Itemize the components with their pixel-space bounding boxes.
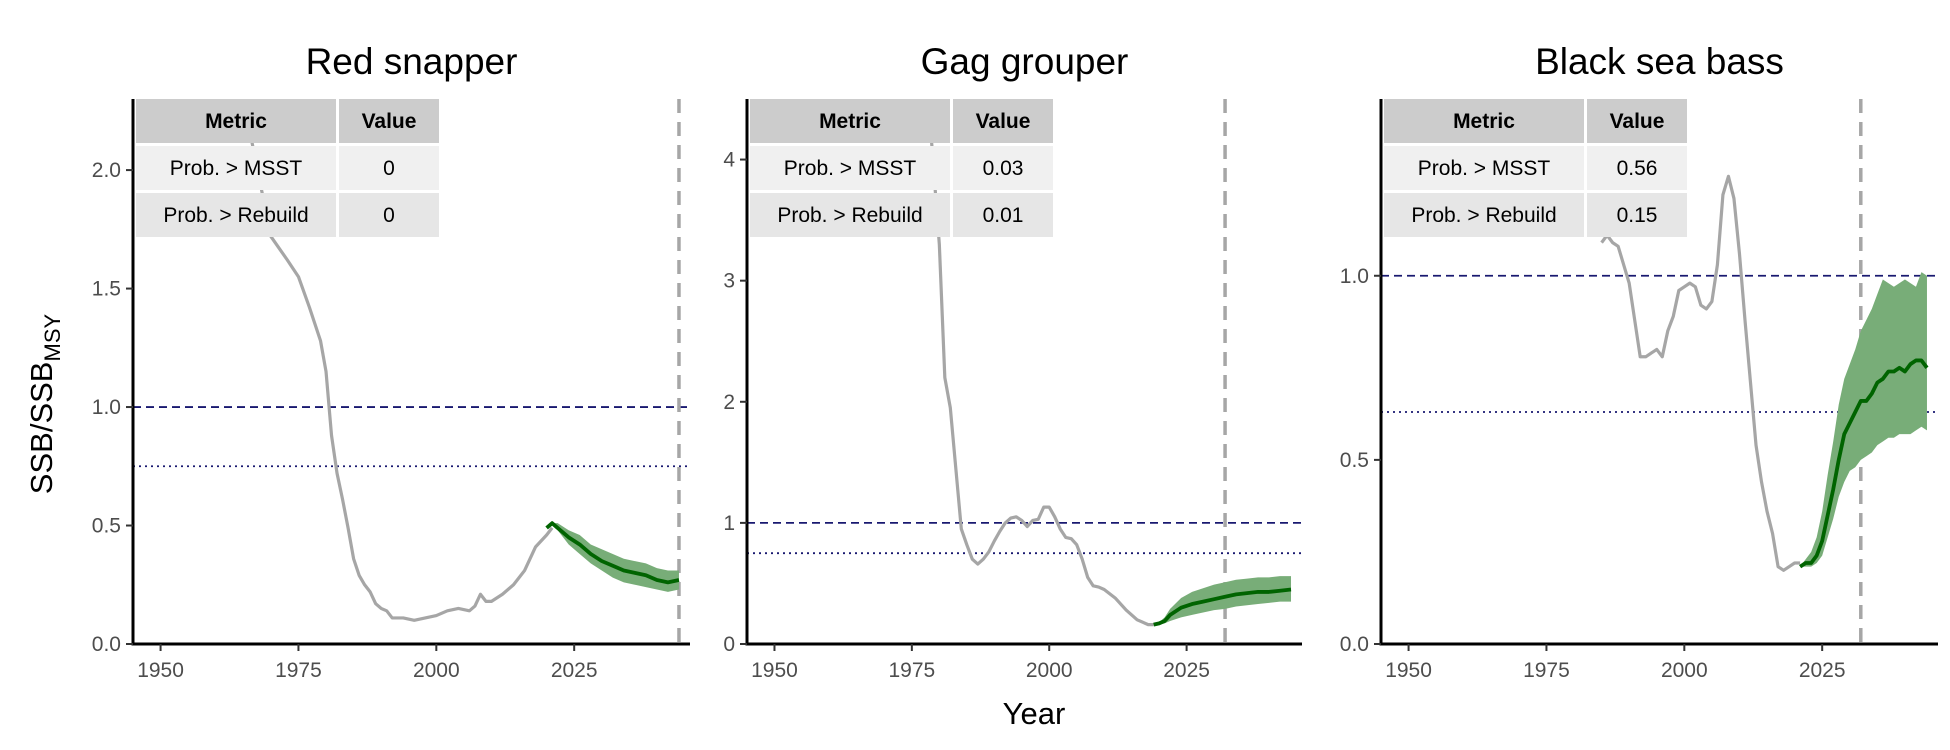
table-header-cell bbox=[339, 99, 439, 143]
plot-area bbox=[747, 99, 1302, 644]
x-tick-label: 1950 bbox=[137, 659, 184, 682]
historical-series-line bbox=[1600, 174, 1801, 572]
x-tick-label: 1950 bbox=[1385, 659, 1432, 682]
y-axis-title-subscript: MSY bbox=[40, 314, 65, 362]
table-header-value: Value bbox=[362, 110, 417, 133]
probability-table: Metric Value Prob. > MSST 0.03 Prob. > Rebui… bbox=[750, 99, 1053, 237]
table-header-cell bbox=[1384, 99, 1584, 143]
table-header-value: Value bbox=[1610, 110, 1665, 133]
plot-area bbox=[133, 99, 690, 644]
table-header-cell bbox=[136, 99, 336, 143]
y-tick-label: 1.0 bbox=[92, 396, 121, 419]
probability-table: Metric Value Prob. > MSST 0 Prob. > Rebuild 0 bbox=[136, 99, 439, 237]
table-value: 0.01 bbox=[983, 204, 1024, 227]
table-header-cell bbox=[1587, 99, 1687, 143]
y-tick-label: 4 bbox=[723, 149, 735, 172]
table-cell bbox=[1384, 193, 1584, 237]
panel-1: Red snapper 0.0 0.5 1.0 1.5 2.0 1950 1975 2000 20… bbox=[92, 41, 690, 682]
panel-3: Black sea bass 0.0 0.5 1.0 1950 1975 2000 2025 M… bbox=[1340, 41, 1938, 682]
x-tick-label: 2000 bbox=[1026, 659, 1073, 682]
x-tick-label: 2025 bbox=[1163, 659, 1210, 682]
projection-median-line bbox=[1153, 587, 1292, 627]
projection-median-line bbox=[1799, 358, 1929, 569]
projection-interval-band bbox=[1153, 576, 1292, 625]
x-tick-label: 1975 bbox=[275, 659, 322, 682]
y-axis-title: SSB/SSBMSY bbox=[24, 314, 65, 495]
table-metric-label: Prob. > MSST bbox=[784, 157, 917, 180]
table-metric-label: Prob. > Rebuild bbox=[163, 204, 308, 227]
table-cell bbox=[1587, 193, 1687, 237]
table-metric-label: Prob. > Rebuild bbox=[1411, 204, 1556, 227]
table-cell bbox=[136, 193, 336, 237]
table-cell bbox=[1587, 146, 1687, 190]
x-tick-label: 1975 bbox=[888, 659, 935, 682]
table-value: 0 bbox=[383, 204, 395, 227]
table-value: 0.56 bbox=[1617, 157, 1658, 180]
table-header-cell bbox=[953, 99, 1053, 143]
x-tick-label: 2000 bbox=[413, 659, 460, 682]
table-cell bbox=[750, 193, 950, 237]
panel-2: Gag grouper 0 1 2 3 4 1950 1975 2000 2025 Metric Va… bbox=[723, 41, 1302, 682]
table-cell bbox=[339, 193, 439, 237]
panel-title: Red snapper bbox=[306, 41, 518, 82]
y-tick-label: 0 bbox=[723, 633, 735, 656]
table-metric-label: Prob. > MSST bbox=[170, 157, 303, 180]
y-tick-label: 0.0 bbox=[92, 633, 121, 656]
table-cell bbox=[953, 193, 1053, 237]
y-tick-label: 0.5 bbox=[1340, 449, 1369, 472]
y-tick-label: 1.0 bbox=[1340, 265, 1369, 288]
table-metric-label: Prob. > MSST bbox=[1418, 157, 1551, 180]
y-tick-label: 1 bbox=[723, 512, 735, 535]
table-value: 0.15 bbox=[1617, 204, 1658, 227]
table-header-metric: Metric bbox=[205, 110, 267, 133]
projection-median-line bbox=[545, 521, 680, 585]
panel-title: Gag grouper bbox=[921, 41, 1129, 82]
y-tick-label: 0.0 bbox=[1340, 633, 1369, 656]
historical-series-line bbox=[160, 99, 554, 622]
table-cell bbox=[1384, 146, 1584, 190]
table-cell bbox=[750, 146, 950, 190]
y-tick-label: 0.5 bbox=[92, 515, 121, 538]
table-value: 0.03 bbox=[983, 157, 1024, 180]
table-header-metric: Metric bbox=[1453, 110, 1515, 133]
table-cell bbox=[953, 146, 1053, 190]
y-tick-label: 2 bbox=[723, 391, 735, 414]
historical-series-line bbox=[926, 99, 1154, 627]
table-header-value: Value bbox=[976, 110, 1031, 133]
y-tick-label: 1.5 bbox=[92, 278, 121, 301]
table-value: 0 bbox=[383, 157, 395, 180]
x-tick-label: 2000 bbox=[1661, 659, 1708, 682]
x-tick-label: 2025 bbox=[551, 659, 598, 682]
y-tick-label: 2.0 bbox=[92, 159, 121, 182]
x-tick-label: 1975 bbox=[1523, 659, 1570, 682]
x-tick-label: 1950 bbox=[751, 659, 798, 682]
x-tick-label: 2025 bbox=[1799, 659, 1846, 682]
panel-title: Black sea bass bbox=[1535, 41, 1784, 82]
x-axis-title: Year bbox=[1003, 696, 1066, 731]
y-tick-label: 3 bbox=[723, 270, 735, 293]
table-header-cell bbox=[750, 99, 950, 143]
table-cell bbox=[136, 146, 336, 190]
table-header-metric: Metric bbox=[819, 110, 881, 133]
table-cell bbox=[339, 146, 439, 190]
table-metric-label: Prob. > Rebuild bbox=[777, 204, 922, 227]
projection-interval-band bbox=[1800, 272, 1927, 567]
y-axis-title-main: SSB/SSB bbox=[24, 362, 59, 495]
probability-table: Metric Value Prob. > MSST 0.56 Prob. > Rebui… bbox=[1384, 99, 1687, 237]
plot-area bbox=[1381, 99, 1938, 644]
